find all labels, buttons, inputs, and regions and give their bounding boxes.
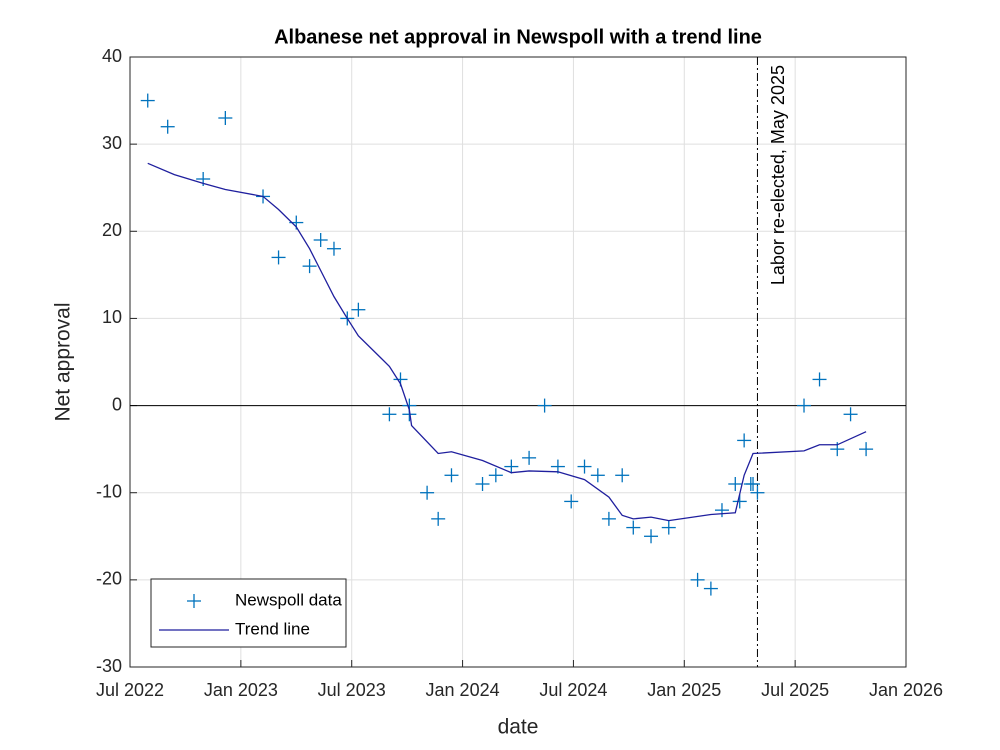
x-tick-label: Jan 2024 [426, 680, 500, 700]
x-tick-label: Jul 2022 [96, 680, 164, 700]
legend-label: Trend line [235, 619, 310, 638]
data-point [271, 250, 286, 265]
y-tick-label: -30 [96, 656, 122, 676]
y-axis-label: Net approval [52, 302, 75, 421]
chart-title: Albanese net approval in Newspoll with a… [274, 26, 762, 48]
data-point [812, 372, 827, 387]
data-point [690, 572, 705, 587]
data-point [313, 233, 328, 247]
data-point [475, 477, 490, 491]
event-label: Labor re-elected, May 2025 [768, 65, 788, 285]
x-tick-label: Jul 2025 [761, 680, 829, 700]
y-tick-label: 20 [102, 220, 122, 240]
legend-label: Newspoll data [235, 590, 342, 609]
data-point [504, 459, 519, 474]
x-tick-label: Jan 2026 [869, 680, 943, 700]
data-point [488, 468, 503, 483]
data-point [737, 433, 752, 448]
data-point [160, 119, 175, 134]
data-point [140, 93, 155, 108]
data-point [644, 529, 659, 544]
data-point [714, 503, 729, 518]
x-axis-label: date [498, 716, 539, 739]
data-point [797, 398, 812, 413]
data-point [326, 241, 341, 256]
y-tick-label: 30 [102, 133, 122, 153]
data-point [590, 468, 605, 483]
y-tick-label: 10 [102, 307, 122, 327]
data-point [522, 450, 537, 465]
x-tick-label: Jul 2023 [318, 680, 386, 700]
x-tick-label: Jan 2023 [204, 680, 278, 700]
y-tick-label: 40 [102, 46, 122, 66]
data-point [750, 485, 765, 500]
data-point [302, 259, 317, 274]
legend-box [150, 578, 347, 648]
data-point [382, 407, 397, 422]
data-point [615, 468, 630, 483]
y-tick-label: 0 [112, 394, 122, 414]
data-point [537, 398, 552, 413]
data-point [626, 520, 641, 535]
trend-line [147, 162, 867, 522]
data-point [601, 511, 616, 526]
y-tick-label: -10 [96, 481, 122, 501]
data-point [577, 459, 592, 474]
x-tick-label: Jul 2024 [539, 680, 607, 700]
data-point [859, 442, 874, 457]
data-point [746, 477, 761, 491]
data-point [661, 520, 676, 535]
plot-frame [129, 56, 907, 668]
y-tick-label: -20 [96, 569, 122, 589]
legend: Newspoll data Trend line [150, 578, 347, 648]
data-point [420, 485, 435, 500]
data-point [431, 511, 446, 526]
data-point [218, 111, 233, 125]
x-tick-label: Jan 2025 [647, 680, 721, 700]
data-point [703, 581, 718, 596]
legend-swatch [187, 594, 201, 608]
data-point [843, 407, 858, 422]
data-point [728, 477, 743, 491]
data-point [351, 302, 366, 317]
data-point [444, 468, 459, 483]
data-point [564, 494, 579, 509]
